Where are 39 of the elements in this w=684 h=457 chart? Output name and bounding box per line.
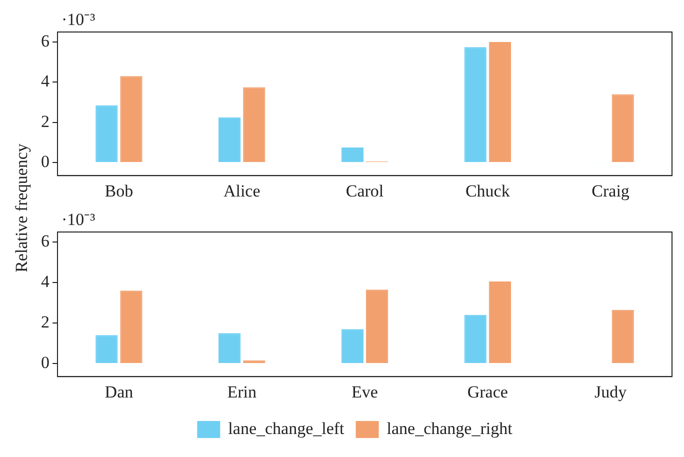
bar bbox=[120, 290, 142, 363]
bar bbox=[120, 76, 142, 162]
x-tick-label: Craig bbox=[592, 181, 630, 200]
bar bbox=[612, 310, 634, 363]
bar bbox=[488, 282, 511, 363]
bar bbox=[464, 47, 486, 162]
y-tick-label: 6 bbox=[41, 232, 50, 251]
y-tick-label: 4 bbox=[41, 72, 50, 91]
bar bbox=[96, 105, 118, 162]
bar bbox=[341, 147, 364, 162]
x-tick-label: Grace bbox=[467, 382, 508, 402]
y-tick-label: 0 bbox=[41, 352, 50, 372]
x-tick-label: Dan bbox=[104, 382, 134, 402]
bar bbox=[243, 87, 266, 162]
y-tick-label: 0 bbox=[41, 152, 50, 172]
bar bbox=[341, 329, 364, 363]
bar bbox=[96, 335, 118, 363]
bar bbox=[218, 333, 241, 363]
x-tick-label: Alice bbox=[223, 181, 260, 200]
x-tick-label: Carol bbox=[346, 181, 384, 200]
x-tick-label: Chuck bbox=[465, 181, 510, 200]
x-tick-label: Judy bbox=[594, 382, 628, 402]
y-tick-label: 6 bbox=[41, 32, 50, 51]
bar bbox=[488, 42, 511, 162]
bar bbox=[218, 117, 241, 162]
bar bbox=[366, 290, 388, 363]
legend-label: lane_change_right bbox=[386, 418, 513, 438]
bar bbox=[464, 314, 486, 363]
y-tick-label: 2 bbox=[41, 112, 50, 131]
x-tick-label: Erin bbox=[227, 382, 257, 402]
text: ·10⁻³ bbox=[62, 10, 96, 29]
legend-label: lane_change_left bbox=[228, 418, 345, 438]
y-tick-label: 4 bbox=[41, 272, 50, 292]
y-axis-title: Relative frequency bbox=[12, 144, 32, 272]
bar bbox=[612, 94, 634, 162]
x-tick-label: Eve bbox=[352, 382, 378, 402]
x-tick-label: Bob bbox=[104, 181, 134, 200]
y-tick-label: 2 bbox=[41, 312, 50, 332]
text: ·10⁻³ bbox=[62, 210, 96, 229]
